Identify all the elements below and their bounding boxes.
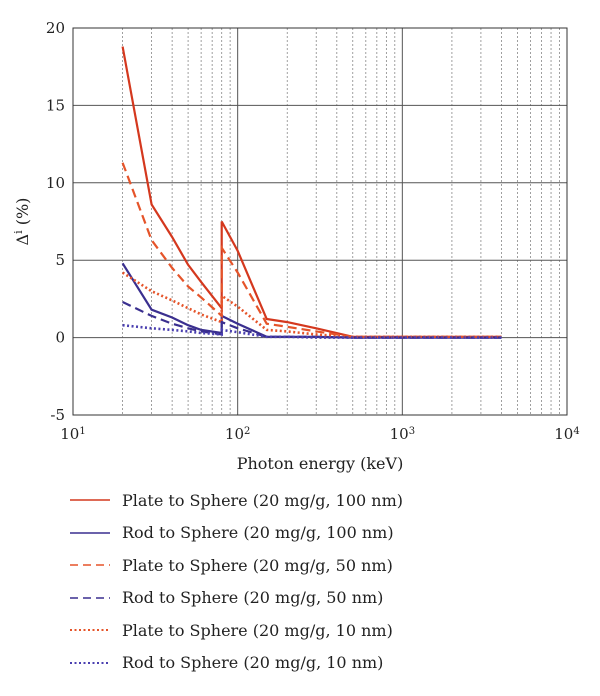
plot-frame: [72, 27, 568, 416]
x-tick-base: 10: [390, 425, 409, 443]
x-tick-label: 102: [225, 425, 250, 443]
legend-label: Rod to Sphere (20 mg/g, 50 nm): [122, 588, 384, 608]
series-line-3: [121, 162, 502, 338]
x-tick-base: 10: [60, 425, 79, 443]
legend-item: Plate to Sphere (20 mg/g, 100 nm): [70, 484, 403, 517]
x-axis-label: Photon energy (keV): [237, 454, 404, 473]
y-tick-label: 5: [55, 251, 65, 269]
legend-swatch: [70, 596, 110, 599]
grid: [73, 28, 567, 415]
legend-item: Rod to Sphere (20 mg/g, 50 nm): [70, 582, 403, 615]
legend-swatch: [70, 661, 110, 664]
x-tick-labels: 101 102 103 104: [60, 425, 579, 443]
legend-label: Rod to Sphere (20 mg/g, 100 nm): [122, 523, 394, 543]
legend-item: Plate to Sphere (20 mg/g, 10 nm): [70, 614, 403, 647]
x-tick-label: 101: [60, 425, 85, 443]
x-tick-base: 10: [554, 425, 573, 443]
legend-swatch: [70, 531, 110, 534]
y-tick-label: 15: [46, 96, 65, 114]
legend-swatch: [70, 564, 110, 567]
x-tick-exponent: 4: [573, 426, 579, 437]
y-axis-label-unit: (%): [13, 198, 32, 231]
x-tick-exponent: 2: [244, 426, 250, 437]
x-tick-label: 104: [554, 425, 579, 443]
legend-swatch: [70, 629, 110, 632]
legend-label: Plate to Sphere (20 mg/g, 100 nm): [122, 490, 403, 510]
y-tick-label: -5: [50, 406, 65, 424]
legend-label: Plate to Sphere (20 mg/g, 50 nm): [122, 555, 393, 575]
y-axis-label-main: Δ: [13, 234, 32, 246]
series-line-1: [121, 46, 502, 338]
legend-label: Plate to Sphere (20 mg/g, 10 nm): [122, 620, 393, 640]
x-tick-base: 10: [225, 425, 244, 443]
x-tick-exponent: 1: [79, 426, 85, 437]
legend-item: Rod to Sphere (20 mg/g, 10 nm): [70, 647, 403, 680]
y-axis-label: Δi (%): [12, 198, 33, 246]
legend: Plate to Sphere (20 mg/g, 100 nm) Rod to …: [70, 484, 403, 679]
legend-item: Plate to Sphere (20 mg/g, 50 nm): [70, 549, 403, 582]
series-lines: [121, 46, 502, 339]
y-axis-label-sup: i: [12, 230, 25, 234]
x-tick-exponent: 3: [409, 426, 415, 437]
legend-label: Rod to Sphere (20 mg/g, 10 nm): [122, 653, 384, 673]
y-tick-label: 20: [46, 19, 65, 37]
y-tick-label: 0: [55, 329, 65, 347]
series-line-6: [122, 323, 502, 339]
y-tick-label: 10: [46, 174, 65, 192]
x-tick-label: 103: [390, 425, 415, 443]
series-line-4: [122, 301, 502, 339]
legend-swatch: [70, 499, 110, 502]
y-tick-labels: -5 0 5 10 15 20: [46, 19, 65, 424]
legend-item: Rod to Sphere (20 mg/g, 100 nm): [70, 517, 403, 550]
